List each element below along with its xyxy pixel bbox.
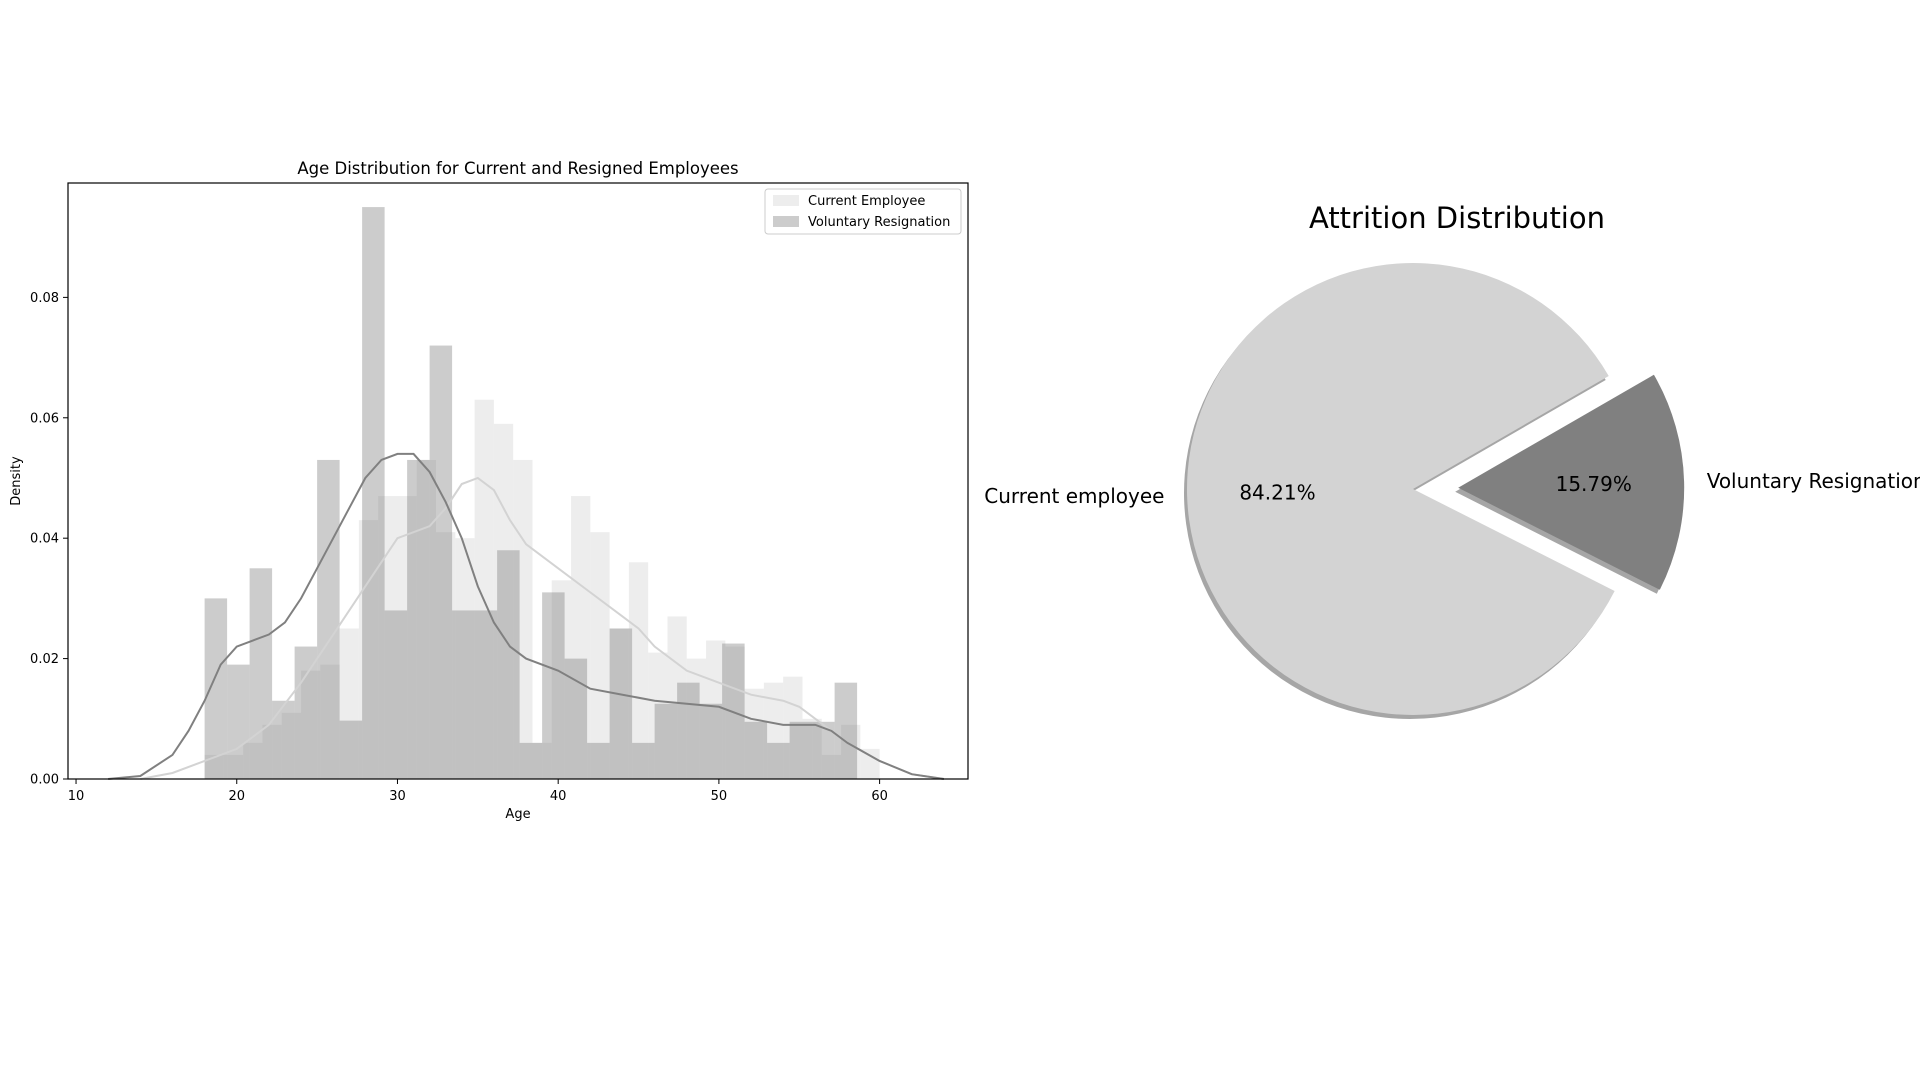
histogram-bar bbox=[744, 721, 768, 779]
histogram-bar bbox=[821, 754, 842, 779]
histogram-bar bbox=[532, 742, 552, 779]
histogram-x-axis-label: Age bbox=[505, 807, 530, 822]
histogram-bar bbox=[272, 700, 295, 779]
histogram-bar bbox=[706, 640, 726, 779]
histogram-bar bbox=[648, 652, 668, 779]
histogram-bar bbox=[767, 742, 790, 779]
histogram-bar bbox=[677, 682, 700, 779]
legend-label: Voluntary Resignation bbox=[808, 215, 950, 230]
y-tick-label: 0.02 bbox=[30, 652, 59, 667]
pie-percent-label: 15.79% bbox=[1556, 472, 1632, 496]
histogram-bar bbox=[493, 423, 514, 779]
legend-swatch bbox=[773, 195, 799, 206]
histogram-plot-frame bbox=[67, 182, 969, 780]
y-tick-label: 0.08 bbox=[30, 291, 59, 306]
histogram-bar bbox=[474, 610, 498, 779]
histogram-bar bbox=[632, 742, 655, 779]
histogram-bar bbox=[654, 703, 678, 779]
histogram-bar bbox=[590, 532, 610, 779]
kde-line-1 bbox=[108, 452, 945, 780]
histogram-bar bbox=[564, 658, 588, 779]
histogram-bar bbox=[378, 496, 398, 779]
y-tick-label: 0.00 bbox=[30, 773, 59, 788]
histogram-bar bbox=[294, 646, 318, 779]
histogram-bar bbox=[860, 748, 880, 779]
pie-chart: Attrition Distribution 84.21% Current emp… bbox=[984, 201, 1920, 719]
pie-slice bbox=[1458, 374, 1685, 590]
pie-slice-layer: 84.21% Current employee 15.79% Voluntary Re… bbox=[984, 262, 1920, 719]
histogram-legend: Current Employee Voluntary Resignation bbox=[764, 188, 962, 235]
histogram-bar bbox=[812, 721, 835, 779]
histogram-bar bbox=[609, 628, 633, 779]
histogram-bar bbox=[320, 664, 340, 779]
histogram-bar bbox=[204, 754, 224, 779]
histogram-bar bbox=[339, 720, 363, 779]
histogram-chart: Age Distribution for Current and Resigne… bbox=[9, 159, 969, 822]
histogram-bar bbox=[362, 207, 385, 779]
histogram-series-1 bbox=[204, 207, 858, 779]
histogram-bar bbox=[834, 682, 858, 779]
histogram-bar bbox=[628, 562, 649, 779]
kde-line-0 bbox=[140, 476, 945, 780]
histogram-bar bbox=[519, 742, 543, 779]
histogram-bar bbox=[317, 459, 340, 779]
histogram-bar bbox=[542, 592, 565, 779]
x-tick-label: 30 bbox=[389, 789, 406, 804]
pie-slice bbox=[1187, 262, 1615, 715]
histogram-bar bbox=[474, 399, 494, 779]
histogram-bar bbox=[281, 712, 302, 779]
histogram-bar bbox=[416, 459, 437, 779]
histogram-bar bbox=[744, 688, 764, 779]
histogram-bar bbox=[667, 616, 687, 779]
legend-swatch bbox=[773, 216, 799, 227]
histogram-bar bbox=[249, 568, 273, 779]
x-tick-label: 50 bbox=[711, 789, 728, 804]
histogram-bar bbox=[429, 345, 453, 779]
histogram-bar bbox=[358, 520, 379, 779]
histogram-bar bbox=[841, 724, 861, 779]
x-tick-label: 40 bbox=[550, 789, 567, 804]
histogram-bar bbox=[686, 658, 707, 779]
pie-percent-label: 84.21% bbox=[1239, 481, 1315, 505]
histogram-bar bbox=[789, 721, 813, 779]
histogram-bar bbox=[587, 742, 610, 779]
histogram-axes: 10 20 30 40 50 60 0.00 0.02 0.04 0.06 0.08 bbox=[30, 291, 888, 804]
histogram-bar bbox=[455, 538, 475, 779]
histogram-bar bbox=[407, 459, 430, 779]
histogram-series-0 bbox=[204, 399, 880, 779]
histogram-bar bbox=[227, 664, 250, 779]
histogram-bar bbox=[262, 724, 282, 779]
x-tick-label: 10 bbox=[68, 789, 85, 804]
y-tick-label: 0.04 bbox=[30, 532, 59, 547]
pie-category-label: Current employee bbox=[984, 484, 1164, 508]
histogram-bar bbox=[699, 703, 723, 779]
histogram-bar bbox=[452, 610, 475, 779]
histogram-bar bbox=[513, 459, 533, 779]
x-tick-label: 60 bbox=[871, 789, 888, 804]
histogram-bar bbox=[339, 628, 359, 779]
histogram-title: Age Distribution for Current and Resigne… bbox=[297, 159, 738, 178]
pie-title: Attrition Distribution bbox=[1309, 201, 1605, 235]
histogram-bar bbox=[243, 742, 263, 779]
histogram-bar bbox=[301, 670, 321, 779]
legend-box bbox=[764, 188, 962, 235]
histogram-bar bbox=[551, 580, 572, 779]
histogram-bar bbox=[384, 610, 408, 779]
histogram-bar bbox=[204, 598, 228, 779]
y-tick-label: 0.06 bbox=[30, 411, 59, 426]
histogram-bar bbox=[571, 496, 591, 779]
histogram-bar bbox=[609, 628, 629, 779]
pie-category-label: Voluntary Resignation bbox=[1707, 469, 1920, 493]
histogram-bar bbox=[763, 682, 784, 779]
histogram-bar bbox=[223, 754, 244, 779]
histogram-bar bbox=[436, 532, 456, 779]
legend-label: Current Employee bbox=[808, 194, 925, 209]
histogram-bar bbox=[802, 718, 822, 779]
x-tick-label: 20 bbox=[228, 789, 245, 804]
histogram-y-axis-label: Density bbox=[9, 456, 24, 506]
histogram-bar bbox=[397, 496, 417, 779]
histogram-bar bbox=[497, 550, 520, 779]
histogram-series-layer bbox=[108, 207, 945, 780]
